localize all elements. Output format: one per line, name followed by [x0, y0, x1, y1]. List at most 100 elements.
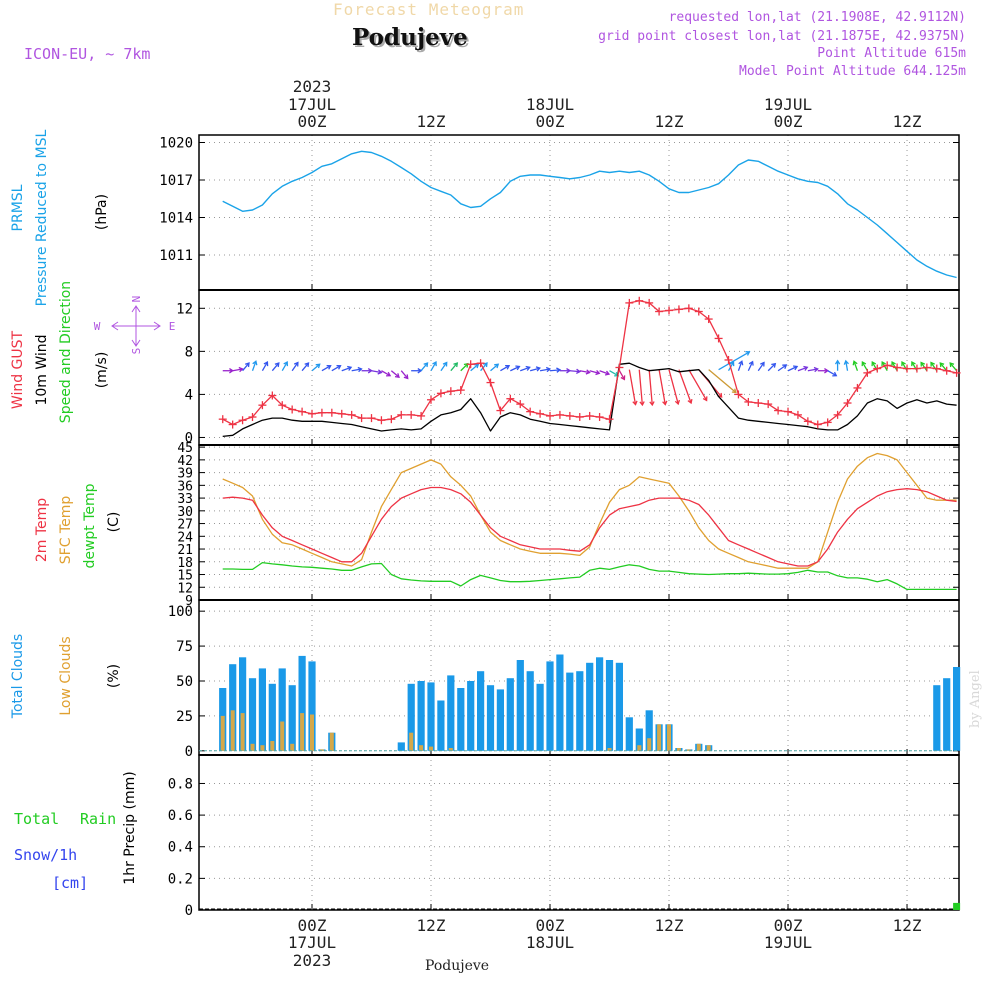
wind-arrow-head [515, 365, 521, 371]
wind-arrow-shaft [311, 363, 321, 372]
top-date-label: 18JUL [526, 95, 574, 114]
wind-arrow-head [595, 369, 601, 376]
wind-arrow-shaft [549, 369, 561, 372]
total-cloud-bar [516, 660, 524, 751]
wind-arrow-shaft [430, 361, 437, 372]
wind-arrow-head [674, 399, 681, 406]
wind-gust-marker [565, 411, 574, 420]
clouds-label-unit: (%) [106, 664, 122, 688]
low-cloud-bar [448, 748, 453, 751]
low-cloud-bar [220, 715, 225, 751]
top-time-label: 12Z [893, 112, 922, 131]
clouds-label-low: Low Clouds [58, 636, 74, 715]
pressure-label-desc: Pressure Reduced to MSL [34, 129, 50, 306]
bottom-time-label: 00Z [536, 916, 565, 935]
wind-gust-marker [327, 408, 336, 417]
wind-arrow-shaft [480, 362, 488, 372]
low-cloud-bar [260, 745, 265, 751]
total-cloud-bar [229, 664, 237, 751]
wind-arrow-head [632, 400, 638, 406]
total-cloud-bar [407, 683, 415, 751]
wind-gust-marker [526, 407, 535, 416]
total-cloud-bar [457, 688, 465, 751]
wind-gust-marker [317, 408, 326, 417]
wind-arrow-shaft [301, 362, 310, 372]
ytick-label-temp: 21 [177, 543, 193, 558]
ytick-label-precip: 0 [185, 903, 193, 919]
wind-gust-marker [436, 389, 445, 398]
temp-label-dewpt: dewpt Temp [82, 483, 98, 568]
wind-arrow-shaft [949, 362, 958, 372]
wind-gust-marker [476, 359, 485, 368]
wind-arrow-head [702, 396, 708, 402]
total-cloud-bar [258, 668, 266, 751]
wind-arrow [718, 351, 751, 371]
precip-label-rain: Rain [80, 810, 116, 828]
wind-gust-marker [615, 363, 624, 372]
wind-arrow-head [386, 371, 392, 377]
wind-gust-marker [377, 416, 386, 425]
ytick-label-temp: 33 [177, 492, 193, 507]
ytick-label-temp: 24 [177, 530, 193, 545]
wind-arrow [559, 368, 572, 374]
wind-gust-marker [575, 413, 584, 422]
wind-arrow-head [263, 361, 269, 367]
wind-arrow [852, 360, 859, 371]
wind-arrow [390, 370, 400, 378]
wind-arrow-head [748, 360, 754, 366]
bottom-time-label: 12Z [655, 916, 684, 935]
bottom-year-label: 2023 [293, 951, 332, 970]
compass-e: E [169, 320, 176, 333]
wind-gust-marker [367, 414, 376, 423]
wind-arrow-head [649, 401, 655, 407]
ytick-label-pressure: 1011 [159, 248, 193, 264]
total-cloud-bar [596, 657, 604, 751]
model-label: ICON-EU, ~ 7km [24, 45, 151, 63]
ytick-label-clouds: 100 [168, 604, 193, 620]
pressure-line [222, 150, 957, 279]
wind-arrow [271, 362, 280, 372]
wind-arrow [834, 359, 841, 371]
wind-arrow-head [930, 361, 935, 367]
compass-s: S [130, 348, 143, 355]
wind-arrow [658, 369, 668, 406]
wind-gust-marker [308, 409, 316, 418]
low-cloud-bar [409, 732, 414, 751]
low-cloud-bar [280, 721, 285, 751]
wind-arrow-shaft [787, 365, 798, 372]
wind-arrow [949, 362, 958, 372]
wind-arrow-head [731, 388, 737, 394]
wind-arrow-head [911, 361, 916, 367]
wind-arrow-shaft [718, 351, 750, 371]
total-cloud-bar [447, 675, 455, 751]
wind-arrow-head [760, 361, 765, 367]
low-cloud-bar [250, 743, 255, 751]
total-cloud-bar [477, 671, 485, 751]
compass-w-head [111, 321, 119, 331]
wind-arrow-shaft [539, 368, 551, 372]
wind-arrow [688, 369, 708, 402]
wind-arrow-head [494, 363, 500, 369]
wind-arrow-head [347, 365, 353, 371]
total-cloud-bar [546, 661, 554, 751]
wind-gust-marker [912, 364, 921, 373]
low-cloud-bar [240, 713, 245, 751]
wind-arrow-head [738, 360, 744, 366]
low-cloud-bar [607, 748, 612, 751]
wind-gust-marker [268, 391, 277, 400]
wind-arrow [569, 368, 582, 374]
bottom-date-label: 17JUL [288, 933, 336, 952]
ytick-label-precip: 0.2 [168, 871, 193, 887]
wind-arrow-head [525, 365, 531, 371]
clouds-label-total: Total Clouds [10, 634, 26, 719]
total-cloud-bar [556, 654, 564, 751]
wind-gust-marker [764, 400, 773, 409]
wind-arrow [500, 364, 511, 372]
wind-arrow-shaft [371, 370, 382, 374]
total-cloud-bar [953, 667, 961, 751]
wind-arrow-head [939, 362, 945, 368]
wind-gust-marker [635, 296, 644, 305]
total-cloud-bar [615, 662, 623, 751]
wind-arrow-shaft [737, 361, 743, 371]
ytick-label-pressure: 1017 [159, 173, 193, 189]
